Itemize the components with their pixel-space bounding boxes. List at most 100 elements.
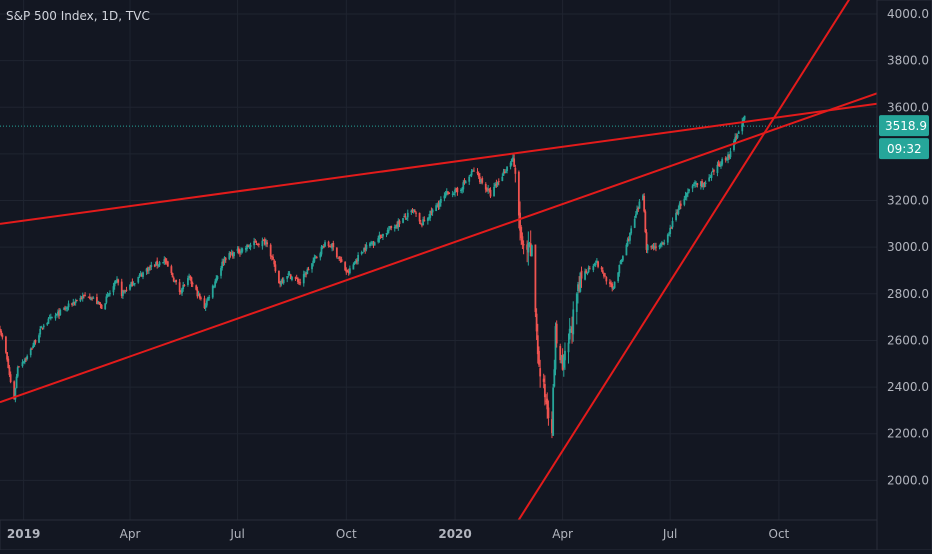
- candle: [650, 245, 653, 250]
- candle: [187, 275, 189, 287]
- candle: [735, 133, 738, 141]
- candle: [171, 272, 174, 278]
- candle: [694, 180, 696, 188]
- candle: [123, 289, 126, 294]
- candle: [451, 190, 454, 198]
- candle: [669, 224, 672, 238]
- time-tick-label: 2020: [438, 527, 471, 541]
- candle: [165, 258, 168, 265]
- candle: [32, 342, 34, 349]
- candle: [530, 244, 533, 257]
- trendlines[interactable]: [0, 0, 877, 550]
- candle: [454, 187, 456, 197]
- candle: [246, 243, 248, 252]
- candle: [579, 272, 582, 293]
- candle: [610, 280, 612, 288]
- candle: [0, 329, 3, 337]
- time-tick-label: Jul: [662, 527, 677, 541]
- candle: [295, 274, 298, 280]
- candle: [25, 357, 27, 363]
- candle: [677, 205, 680, 216]
- candle: [428, 213, 430, 221]
- candle: [150, 261, 153, 271]
- candle: [644, 209, 647, 234]
- candle: [695, 181, 698, 188]
- candle: [59, 308, 62, 316]
- candle: [688, 188, 690, 194]
- candle: [266, 240, 269, 248]
- candle: [155, 261, 157, 266]
- candle: [552, 383, 555, 436]
- candle: [404, 213, 407, 220]
- candle: [372, 240, 375, 249]
- candle: [456, 186, 459, 196]
- candle: [488, 187, 491, 193]
- candle: [422, 216, 425, 226]
- candle: [87, 296, 90, 298]
- candle: [396, 221, 399, 229]
- candle: [418, 212, 421, 225]
- price-tick-label: 3600.0: [887, 100, 929, 114]
- candle: [452, 192, 455, 196]
- price-axis-panel[interactable]: [876, 0, 932, 551]
- candle: [464, 179, 467, 184]
- candle: [130, 281, 133, 288]
- candle: [183, 283, 186, 287]
- candle: [652, 243, 655, 251]
- candle: [133, 283, 136, 287]
- candle: [200, 296, 202, 301]
- candle: [554, 322, 557, 376]
- price-badges: 3518.9 09:32: [879, 115, 929, 160]
- candle: [645, 229, 648, 253]
- candle: [131, 278, 134, 287]
- candle: [73, 301, 76, 306]
- candle: [683, 195, 686, 207]
- candle: [455, 187, 458, 193]
- candle: [373, 241, 376, 246]
- price-tick-label: 2000.0: [887, 473, 929, 487]
- candle: [298, 278, 300, 285]
- candle: [356, 258, 358, 265]
- trendline[interactable]: [0, 102, 877, 225]
- candle: [106, 292, 109, 298]
- candle: [66, 306, 69, 312]
- candle: [302, 270, 305, 287]
- candle: [510, 158, 513, 166]
- candle: [21, 359, 24, 368]
- candle: [393, 224, 396, 232]
- candle: [471, 169, 474, 172]
- candle: [241, 247, 244, 254]
- candle: [58, 307, 60, 320]
- candle: [369, 242, 371, 248]
- candle: [211, 284, 214, 299]
- candle: [191, 281, 194, 288]
- candle: [322, 243, 325, 249]
- candle: [494, 182, 497, 188]
- time-tick-label: Oct: [769, 527, 790, 541]
- candle: [717, 160, 720, 167]
- candle: [65, 306, 68, 312]
- trendline[interactable]: [491, 0, 877, 550]
- candle: [71, 302, 73, 307]
- price-tick-label: 3000.0: [887, 240, 929, 254]
- candle: [62, 307, 65, 310]
- candle: [8, 365, 11, 378]
- last-price-badge: [879, 115, 929, 137]
- candle: [463, 178, 466, 185]
- candle: [468, 174, 471, 186]
- candle: [265, 238, 267, 247]
- candle: [630, 225, 633, 236]
- candle: [551, 411, 553, 439]
- candle: [636, 205, 638, 216]
- candle: [519, 201, 521, 241]
- trendline[interactable]: [0, 92, 877, 404]
- candle: [247, 244, 250, 248]
- candle: [304, 271, 306, 278]
- time-axis-panel[interactable]: [0, 519, 878, 551]
- candle: [224, 257, 227, 263]
- candle: [208, 294, 211, 301]
- candle: [149, 264, 152, 271]
- candle: [90, 296, 92, 301]
